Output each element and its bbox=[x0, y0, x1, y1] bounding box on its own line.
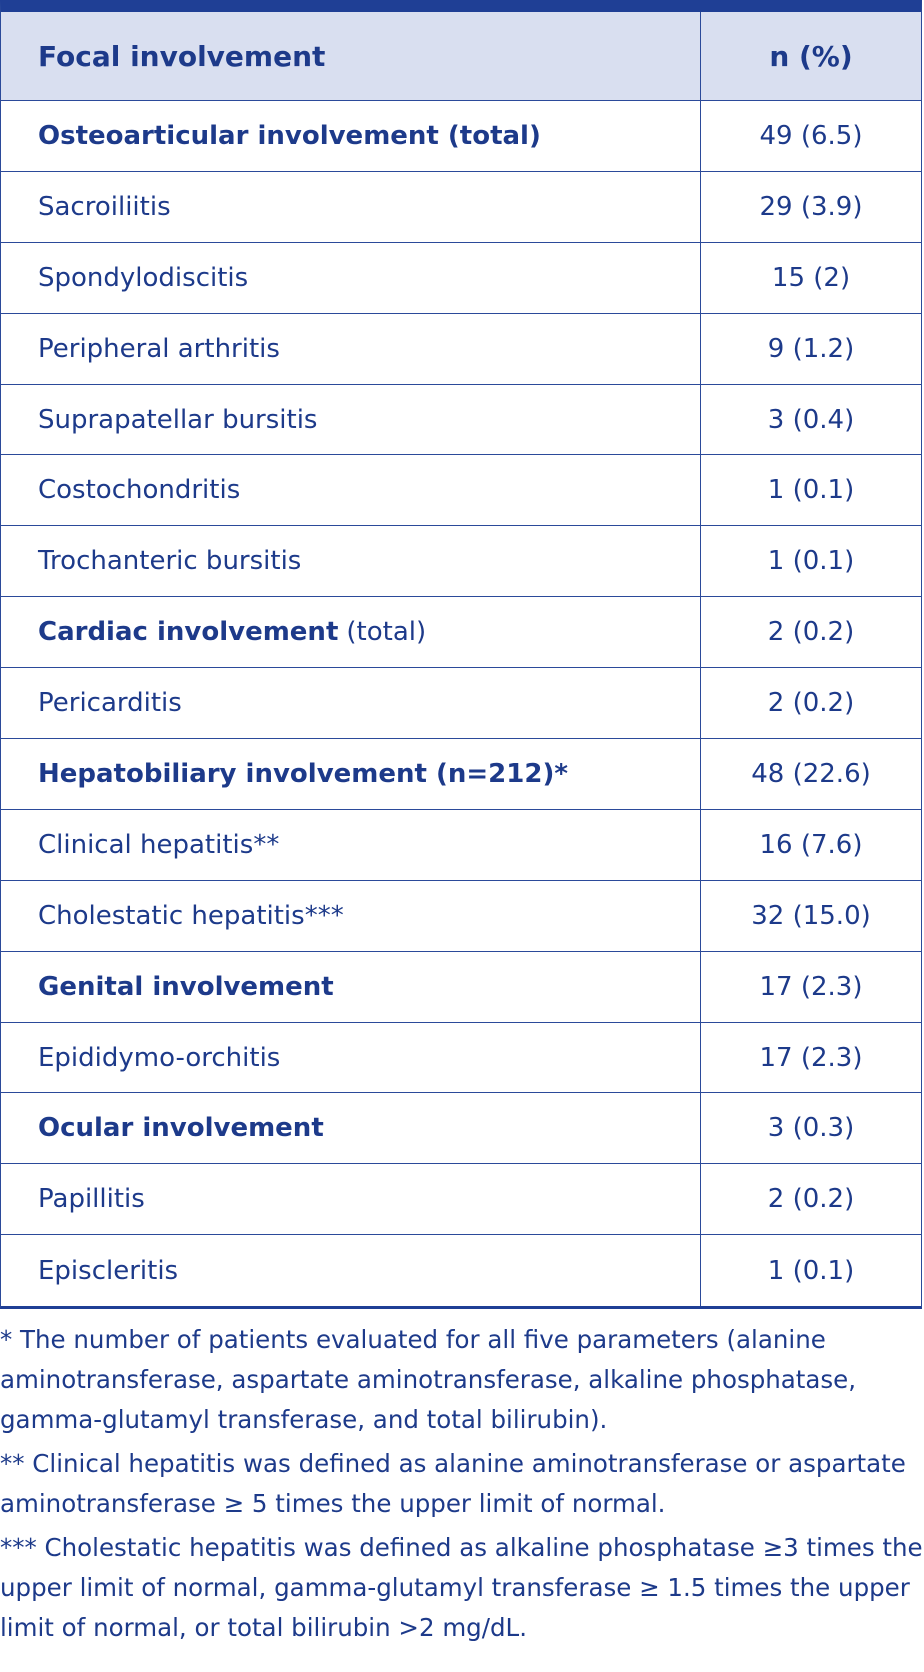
footnote: ** Clinical hepatitis was defined as ala… bbox=[0, 1449, 906, 1518]
row-label: Osteoarticular involvement (total) bbox=[38, 120, 541, 151]
value-cell: 2 (0.2) bbox=[767, 617, 855, 648]
value-cell: 15 (2) bbox=[771, 262, 851, 293]
label-cell: Trochanteric bursitis bbox=[1, 526, 701, 597]
row-label: Cardiac involvement bbox=[38, 617, 339, 648]
table-row: Cholestatic hepatitis*** 32 (15.0) bbox=[1, 880, 921, 952]
table-row: Suprapatellar bursitis 3 (0.4) bbox=[1, 384, 921, 456]
table-row: Clinical hepatitis** 16 (7.6) bbox=[1, 809, 921, 881]
value-cell: 9 (1.2) bbox=[767, 333, 855, 364]
label-cell: Epididymo-orchitis bbox=[1, 1022, 701, 1093]
table-row: Papillitis 2 (0.2) bbox=[1, 1164, 921, 1236]
value-cell: 1 (0.1) bbox=[767, 1255, 855, 1286]
value-cell: 2 (0.2) bbox=[767, 1184, 855, 1215]
label-cell: Sacroiliitis bbox=[1, 171, 701, 242]
row-label: Peripheral arthritis bbox=[38, 333, 280, 364]
row-label: Genital involvement bbox=[38, 971, 334, 1002]
row-label: Epididymo-orchitis bbox=[38, 1042, 281, 1073]
table: Focal involvement n (%) Osteoarticular i… bbox=[0, 0, 922, 1310]
value-cell: 1 (0.1) bbox=[767, 546, 855, 577]
footnote: * The number of patients evaluated for a… bbox=[0, 1325, 857, 1434]
table-row: Costochondritis 1 (0.1) bbox=[1, 455, 921, 527]
label-cell: Pericarditis bbox=[1, 668, 701, 739]
table-row: Genital involvement 17 (2.3) bbox=[1, 951, 921, 1023]
label-cell: Papillitis bbox=[1, 1164, 701, 1235]
label-cell: Cardiac involvement (total) bbox=[1, 597, 701, 668]
row-label: Cholestatic hepatitis*** bbox=[38, 900, 344, 931]
row-label: Costochondritis bbox=[38, 475, 241, 506]
table-row: Spondylodiscitis 15 (2) bbox=[1, 242, 921, 314]
row-label: Sacroiliitis bbox=[38, 191, 171, 222]
row-label: Papillitis bbox=[38, 1184, 145, 1215]
label-cell: Hepatobiliary involvement (n=212)* bbox=[1, 739, 701, 809]
label-cell: Spondylodiscitis bbox=[1, 242, 701, 313]
label-cell: Episcleritis bbox=[1, 1235, 701, 1307]
header-cell: Focal involvement bbox=[1, 12, 701, 100]
label-cell: Osteoarticular involvement (total) bbox=[1, 101, 701, 171]
table-row: Cardiac involvement (total) 2 (0.2) bbox=[1, 597, 921, 669]
label-cell: Peripheral arthritis bbox=[1, 313, 701, 384]
value-cell: 48 (22.6) bbox=[751, 758, 871, 789]
value-cell: 32 (15.0) bbox=[751, 900, 871, 931]
table-row: Pericarditis 2 (0.2) bbox=[1, 668, 921, 740]
row-label-extra: (total) bbox=[346, 617, 427, 648]
value-cell: 29 (3.9) bbox=[759, 191, 863, 222]
table-row: Osteoarticular involvement (total) 49 (6.… bbox=[1, 101, 921, 172]
value-cell: 17 (2.3) bbox=[759, 971, 863, 1002]
value-cell: 16 (7.6) bbox=[759, 829, 863, 860]
label-cell: Costochondritis bbox=[1, 455, 701, 526]
table-row: Hepatobiliary involvement (n=212)* 48 (22… bbox=[1, 739, 921, 810]
row-label: Pericarditis bbox=[38, 688, 182, 719]
header-cell: n (%) bbox=[769, 39, 853, 73]
table-row: Epididymo-orchitis 17 (2.3) bbox=[1, 1022, 921, 1094]
table-row: Sacroiliitis 29 (3.9) bbox=[1, 171, 921, 243]
footnote: *** Cholestatic hepatitis was defined as… bbox=[0, 1533, 923, 1642]
footnotes: * The number of patients evaluated for a… bbox=[0, 1320, 924, 1652]
header-row: Focal involvement n (%) bbox=[1, 12, 921, 101]
value-cell: 49 (6.5) bbox=[759, 120, 863, 151]
row-label: Trochanteric bursitis bbox=[38, 546, 302, 577]
label-cell: Suprapatellar bursitis bbox=[1, 384, 701, 455]
value-cell: 1 (0.1) bbox=[767, 475, 855, 506]
table-row: Episcleritis 1 (0.1) bbox=[1, 1235, 921, 1307]
table-row: Trochanteric bursitis 1 (0.1) bbox=[1, 526, 921, 598]
value-cell: 3 (0.4) bbox=[767, 404, 855, 435]
label-cell: Genital involvement bbox=[1, 951, 701, 1022]
row-label: Ocular involvement bbox=[38, 1113, 324, 1144]
label-cell: Clinical hepatitis** bbox=[1, 809, 701, 880]
row-label: Clinical hepatitis** bbox=[38, 829, 280, 860]
row-label: Spondylodiscitis bbox=[38, 262, 249, 293]
row-label: Suprapatellar bursitis bbox=[38, 404, 318, 435]
label-cell: Ocular involvement bbox=[1, 1093, 701, 1164]
row-label: Hepatobiliary involvement (n=212)* bbox=[38, 758, 568, 789]
value-cell: 2 (0.2) bbox=[767, 688, 855, 719]
row-label: Episcleritis bbox=[38, 1255, 179, 1286]
table-row: Peripheral arthritis 9 (1.2) bbox=[1, 313, 921, 385]
value-cell: 17 (2.3) bbox=[759, 1042, 863, 1073]
value-cell: 3 (0.3) bbox=[767, 1113, 855, 1144]
table-row: Ocular involvement 3 (0.3) bbox=[1, 1093, 921, 1165]
label-cell: Cholestatic hepatitis*** bbox=[1, 880, 701, 951]
